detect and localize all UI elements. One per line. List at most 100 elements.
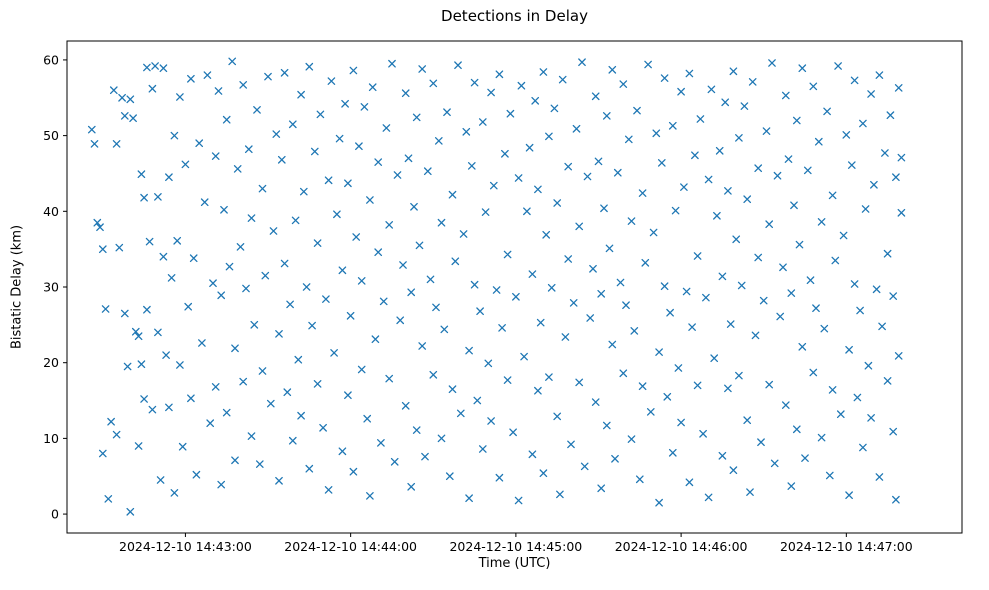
scatter-point xyxy=(448,385,457,394)
scatter-point xyxy=(487,88,495,97)
scatter-point xyxy=(456,409,465,418)
scatter-point xyxy=(627,217,636,225)
chart-title: Detections in Delay xyxy=(441,7,588,25)
scatter-point xyxy=(589,264,597,273)
scatter-point xyxy=(253,106,261,114)
scatter-point xyxy=(718,451,727,460)
scatter-point xyxy=(649,228,658,237)
scatter-point xyxy=(536,318,545,327)
y-tick-label: 60 xyxy=(43,52,59,67)
scatter-point xyxy=(503,376,512,384)
scatter-point xyxy=(892,495,900,504)
scatter-point xyxy=(388,59,396,68)
scatter-point xyxy=(768,59,776,67)
scatter-point xyxy=(346,311,355,320)
scatter-point xyxy=(176,361,184,369)
scatter-point xyxy=(509,428,517,437)
scatter-point xyxy=(845,491,853,500)
scatter-point xyxy=(443,108,451,117)
scatter-point xyxy=(732,235,741,244)
scatter-point xyxy=(545,373,553,381)
scatter-point xyxy=(371,335,380,344)
scatter-point xyxy=(514,496,523,505)
scatter-point xyxy=(528,450,537,459)
scatter-point xyxy=(382,124,391,132)
scatter-point xyxy=(622,301,630,310)
scatter-point xyxy=(710,354,719,363)
scatter-point xyxy=(553,412,562,421)
scatter-point xyxy=(280,259,289,268)
scatter-point xyxy=(867,414,875,422)
scatter-point xyxy=(283,388,292,397)
scatter-point xyxy=(399,261,407,269)
scatter-point xyxy=(795,240,804,249)
scatter-point xyxy=(211,383,220,391)
scatter-point xyxy=(569,299,578,307)
scatter-point xyxy=(261,271,270,280)
scatter-point xyxy=(297,90,305,99)
scatter-point xyxy=(586,314,595,322)
scatter-point xyxy=(338,266,347,275)
scatter-point xyxy=(814,137,823,146)
scatter-point xyxy=(305,62,314,71)
scatter-point xyxy=(407,482,416,491)
scatter-point xyxy=(655,348,663,356)
scatter-point xyxy=(429,370,438,379)
scatter-point xyxy=(275,330,283,338)
scatter-point xyxy=(644,60,652,69)
scatter-point xyxy=(165,403,173,412)
scatter-point xyxy=(556,490,564,499)
scatter-point xyxy=(545,132,553,141)
scatter-point xyxy=(691,151,699,160)
scatter-point xyxy=(638,382,647,391)
scatter-point xyxy=(305,464,314,473)
scatter-point xyxy=(98,245,107,254)
scatter-point xyxy=(355,142,363,151)
scatter-point xyxy=(247,214,256,222)
scatter-point xyxy=(894,352,903,360)
scatter-point xyxy=(715,146,724,155)
scatter-point xyxy=(170,489,179,497)
scatter-point xyxy=(737,281,746,290)
scatter-point xyxy=(366,492,374,500)
scatter-point xyxy=(875,473,884,481)
scatter-point xyxy=(481,208,490,216)
scatter-point xyxy=(746,488,754,496)
scatter-point xyxy=(894,84,903,92)
scatter-point xyxy=(349,467,358,476)
scatter-point xyxy=(646,408,655,416)
scatter-point xyxy=(759,296,768,305)
scatter-point xyxy=(770,459,779,468)
scatter-point xyxy=(440,325,449,334)
scatter-point xyxy=(572,124,581,133)
scatter-point xyxy=(126,95,135,104)
scatter-point xyxy=(299,187,308,196)
scatter-point xyxy=(834,62,842,70)
scatter-point xyxy=(597,484,606,493)
scatter-point xyxy=(875,71,884,79)
scatter-point xyxy=(641,258,650,267)
scatter-point xyxy=(657,159,666,167)
scatter-point xyxy=(735,371,743,380)
scatter-point xyxy=(225,262,234,271)
scatter-point xyxy=(324,176,333,185)
scatter-point xyxy=(415,241,424,250)
scatter-point xyxy=(112,140,121,148)
scatter-point xyxy=(156,476,165,484)
scatter-point xyxy=(434,137,443,145)
scatter-point xyxy=(817,218,826,226)
scatter-point xyxy=(366,196,374,204)
scatter-point xyxy=(120,309,129,318)
scatter-point xyxy=(231,456,239,465)
scatter-point xyxy=(638,189,647,197)
scatter-point xyxy=(897,153,906,162)
scatter-point xyxy=(801,454,809,462)
scatter-point xyxy=(611,454,619,463)
scatter-point xyxy=(765,380,774,389)
scatter-point xyxy=(349,66,358,75)
scatter-point xyxy=(187,74,195,83)
scatter-point xyxy=(498,324,506,332)
scatter-point xyxy=(465,494,473,503)
scatter-point xyxy=(594,157,603,166)
